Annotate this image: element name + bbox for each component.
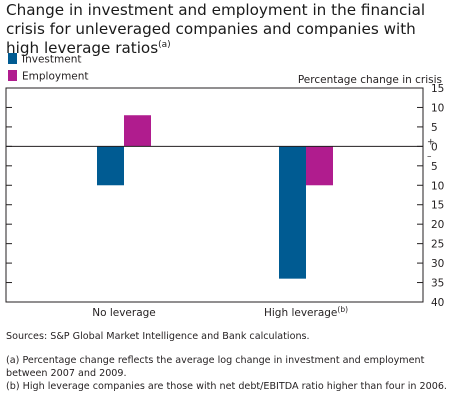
legend-label-employment: Employment [22,71,89,83]
category-label: No leverage [92,307,156,319]
chart-title: Change in investment and employment in t… [6,1,452,58]
y-tick-label: 5 [431,161,438,173]
y-tick-label: 0 [431,141,438,153]
footnote-b-text: High leverage companies are those with n… [22,381,447,392]
y-tick-label: 35 [431,278,444,290]
plot-frame [5,87,424,303]
y-minus-sign: – [427,151,432,161]
y-tick-label: 15 [431,83,444,95]
footnote-b: (b) High leverage companies are those wi… [6,381,452,394]
legend-label-investment: Investment [22,54,81,66]
legend-swatch-employment [8,70,17,81]
y-tick-label: 40 [431,297,444,309]
y-tick-label: 20 [431,219,444,231]
y-tick-label: 15 [431,200,444,212]
y-tick-label: 10 [431,180,444,192]
bar-employment-0 [124,115,151,147]
sources-note: Sources: S&P Global Market Intelligence … [6,331,310,342]
bar-investment-1 [279,146,306,279]
footnote-b-mark: (b) [6,381,20,392]
y-tick-label: 5 [431,122,438,134]
footnote-a-mark: (a) [6,355,20,366]
legend-swatch-investment [8,53,17,64]
y-tick-label: 30 [431,258,444,270]
bar-employment-1 [306,146,333,186]
title-footnote-mark: (a) [158,39,171,50]
bar-investment-0 [97,146,124,186]
y-axis-label: Percentage change in crisis [298,74,442,86]
category-footnote-mark: (b) [337,305,348,314]
y-tick-label: 25 [431,239,444,251]
footnote-a-text: Percentage change reflects the average l… [6,355,425,379]
category-label: High leverage(b) [264,305,348,319]
footnote-a: (a) Percentage change reflects the avera… [6,355,452,380]
y-plus-sign: + [427,137,435,147]
chart-title-text: Change in investment and employment in t… [6,1,426,57]
y-tick-label: 10 [431,102,444,114]
